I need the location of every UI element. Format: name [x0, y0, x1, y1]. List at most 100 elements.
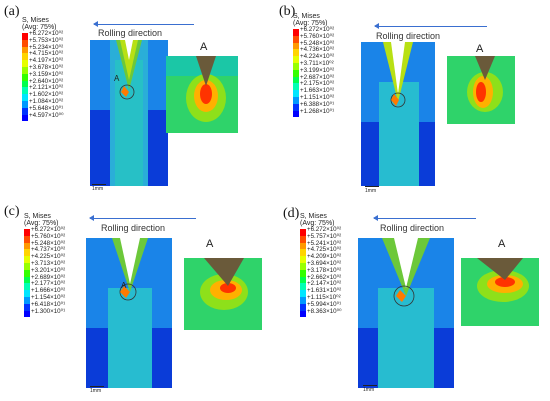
scale-bar: 1mm	[90, 386, 105, 394]
legend-value: +6.272×10⁰²	[300, 26, 335, 33]
legend-subtitle: (Avg: 75%)	[24, 220, 59, 227]
panel-label: (b)	[279, 4, 296, 19]
legend-swatch	[24, 229, 30, 236]
legend-swatch	[300, 235, 306, 243]
scale-bar: 1mm	[365, 186, 380, 194]
legend-value: +5.248×10⁰²	[31, 239, 66, 247]
legend-swatch	[300, 303, 306, 311]
mises-stress-contour-plot	[361, 42, 435, 186]
legend-value: +3.178×10⁰²	[307, 266, 342, 274]
legend-swatch	[293, 76, 299, 84]
legend-swatch	[22, 60, 28, 67]
legend-value: +4.197×10⁰²	[29, 57, 64, 65]
legend-swatch	[22, 73, 28, 81]
legend-swatch	[300, 249, 306, 257]
legend-value: +5.760×10⁰²	[31, 232, 66, 240]
legend-value: +2.121×10⁰²	[29, 84, 64, 92]
legend-swatch	[24, 256, 30, 263]
legend-value: +1.268×10⁰¹	[300, 107, 335, 115]
legend-swatch	[24, 310, 30, 318]
legend-swatch	[293, 83, 299, 91]
panel-b: (b) S, Mises (Avg: 75%) +6.272×10⁰² +5.76…	[275, 0, 550, 200]
mises-stress-contour-plot	[90, 40, 168, 186]
rolling-direction-label: Rolling direction	[101, 223, 166, 233]
legend-swatch	[24, 283, 30, 291]
legend-value: +1.154×10⁰²	[31, 294, 66, 301]
legend-value: +4.225×10⁰²	[31, 253, 66, 261]
legend-swatch	[24, 242, 30, 250]
legend-swatch	[293, 63, 299, 70]
legend-value: +4.725×10⁰²	[307, 246, 342, 254]
legend-swatch	[293, 69, 299, 77]
legend-swatch	[24, 276, 30, 284]
legend-value: +5.757×10⁰²	[307, 232, 342, 240]
legend-value: +5.234×10⁰²	[29, 43, 64, 51]
detail-a-label: A	[200, 41, 208, 53]
legend-value: +2.662×10⁰²	[307, 273, 342, 281]
legend-subtitle: (Avg: 75%)	[293, 20, 328, 27]
legend-value: +4.736×10⁰²	[300, 46, 335, 54]
legend-swatch	[293, 90, 299, 97]
legend-swatch	[300, 229, 306, 236]
panel-label: (c)	[4, 204, 20, 219]
legend-swatch	[22, 114, 28, 122]
legend-value: +1.663×10⁰²	[300, 87, 335, 95]
legend-swatch	[24, 290, 30, 297]
panel-label: (a)	[4, 4, 20, 19]
legend-value: +5.994×10⁰¹	[307, 300, 342, 308]
detail-a-label: A	[114, 74, 120, 83]
legend-value: +1.602×10⁰²	[29, 91, 64, 99]
legend-value: +3.199×10⁰²	[300, 66, 335, 74]
legend-swatch	[22, 80, 28, 88]
mises-stress-contour-plot	[86, 238, 172, 388]
legend-value: +2.689×10⁰²	[31, 273, 66, 281]
legend-swatch	[293, 29, 299, 36]
legend-value: +1.631×10⁰²	[307, 287, 342, 295]
legend-value: +6.388×10⁰¹	[300, 100, 335, 108]
legend-swatch	[24, 235, 30, 243]
rolling-direction-arrow	[374, 23, 487, 29]
legend-value: +5.241×10⁰²	[307, 239, 342, 247]
legend-swatch	[300, 263, 306, 270]
legend-value: +6.272×10⁰²	[29, 30, 64, 37]
scale-bar: 1mm	[92, 184, 107, 192]
legend-value: +4.224×10⁰²	[300, 53, 335, 61]
legend-title: S, Mises	[300, 213, 327, 220]
detail-c-label: A	[206, 238, 214, 250]
legend-swatch	[24, 249, 30, 257]
legend-value: +2.687×10⁰²	[300, 73, 335, 81]
legend-swatch	[293, 42, 299, 50]
rolling-direction-arrow	[373, 215, 476, 221]
legend-value: +8.363×10⁰⁰	[307, 307, 342, 315]
legend-title: S, Mises	[293, 13, 320, 20]
legend-swatch	[293, 49, 299, 57]
legend-value: +2.175×10⁰²	[300, 80, 335, 88]
legend-swatch	[293, 110, 299, 118]
legend-value: +5.648×10⁰¹	[29, 104, 64, 112]
legend-value: +3.201×10⁰²	[31, 266, 66, 274]
rolling-direction-arrow	[89, 215, 196, 221]
legend-swatch	[300, 269, 306, 277]
scale-bar: 1mm	[363, 385, 378, 393]
legend-value: +1.300×10⁰¹	[31, 307, 66, 315]
legend-value: +6.272×10⁰²	[307, 226, 342, 233]
detail-b-zoom	[447, 56, 515, 124]
legend-value: +2.640×10⁰²	[29, 77, 64, 85]
detail-a-zoom	[166, 56, 238, 133]
legend-subtitle: (Avg: 75%)	[300, 220, 335, 227]
legend-value: +4.737×10⁰²	[31, 246, 66, 254]
legend-swatch	[300, 242, 306, 250]
legend-value: +4.597×10⁰⁰	[29, 111, 64, 119]
legend-value: +3.159×10⁰²	[29, 70, 64, 78]
legend-subtitle: (Avg: 75%)	[22, 24, 57, 31]
legend-value: +5.753×10⁰²	[29, 36, 64, 44]
legend-swatch	[22, 87, 28, 95]
legend-swatch	[24, 303, 30, 311]
panel-d: (d) S, Mises (Avg: 75%) +6.272×10⁰² +5.75…	[275, 200, 550, 401]
legend-value: +2.147×10⁰²	[307, 280, 342, 288]
rolling-direction-label: Rolling direction	[380, 223, 445, 233]
legend-value: +3.694×10⁰²	[307, 260, 342, 267]
legend-swatch	[293, 97, 299, 104]
legend-swatch	[300, 283, 306, 291]
legend-value: +6.272×10⁰²	[31, 226, 66, 233]
